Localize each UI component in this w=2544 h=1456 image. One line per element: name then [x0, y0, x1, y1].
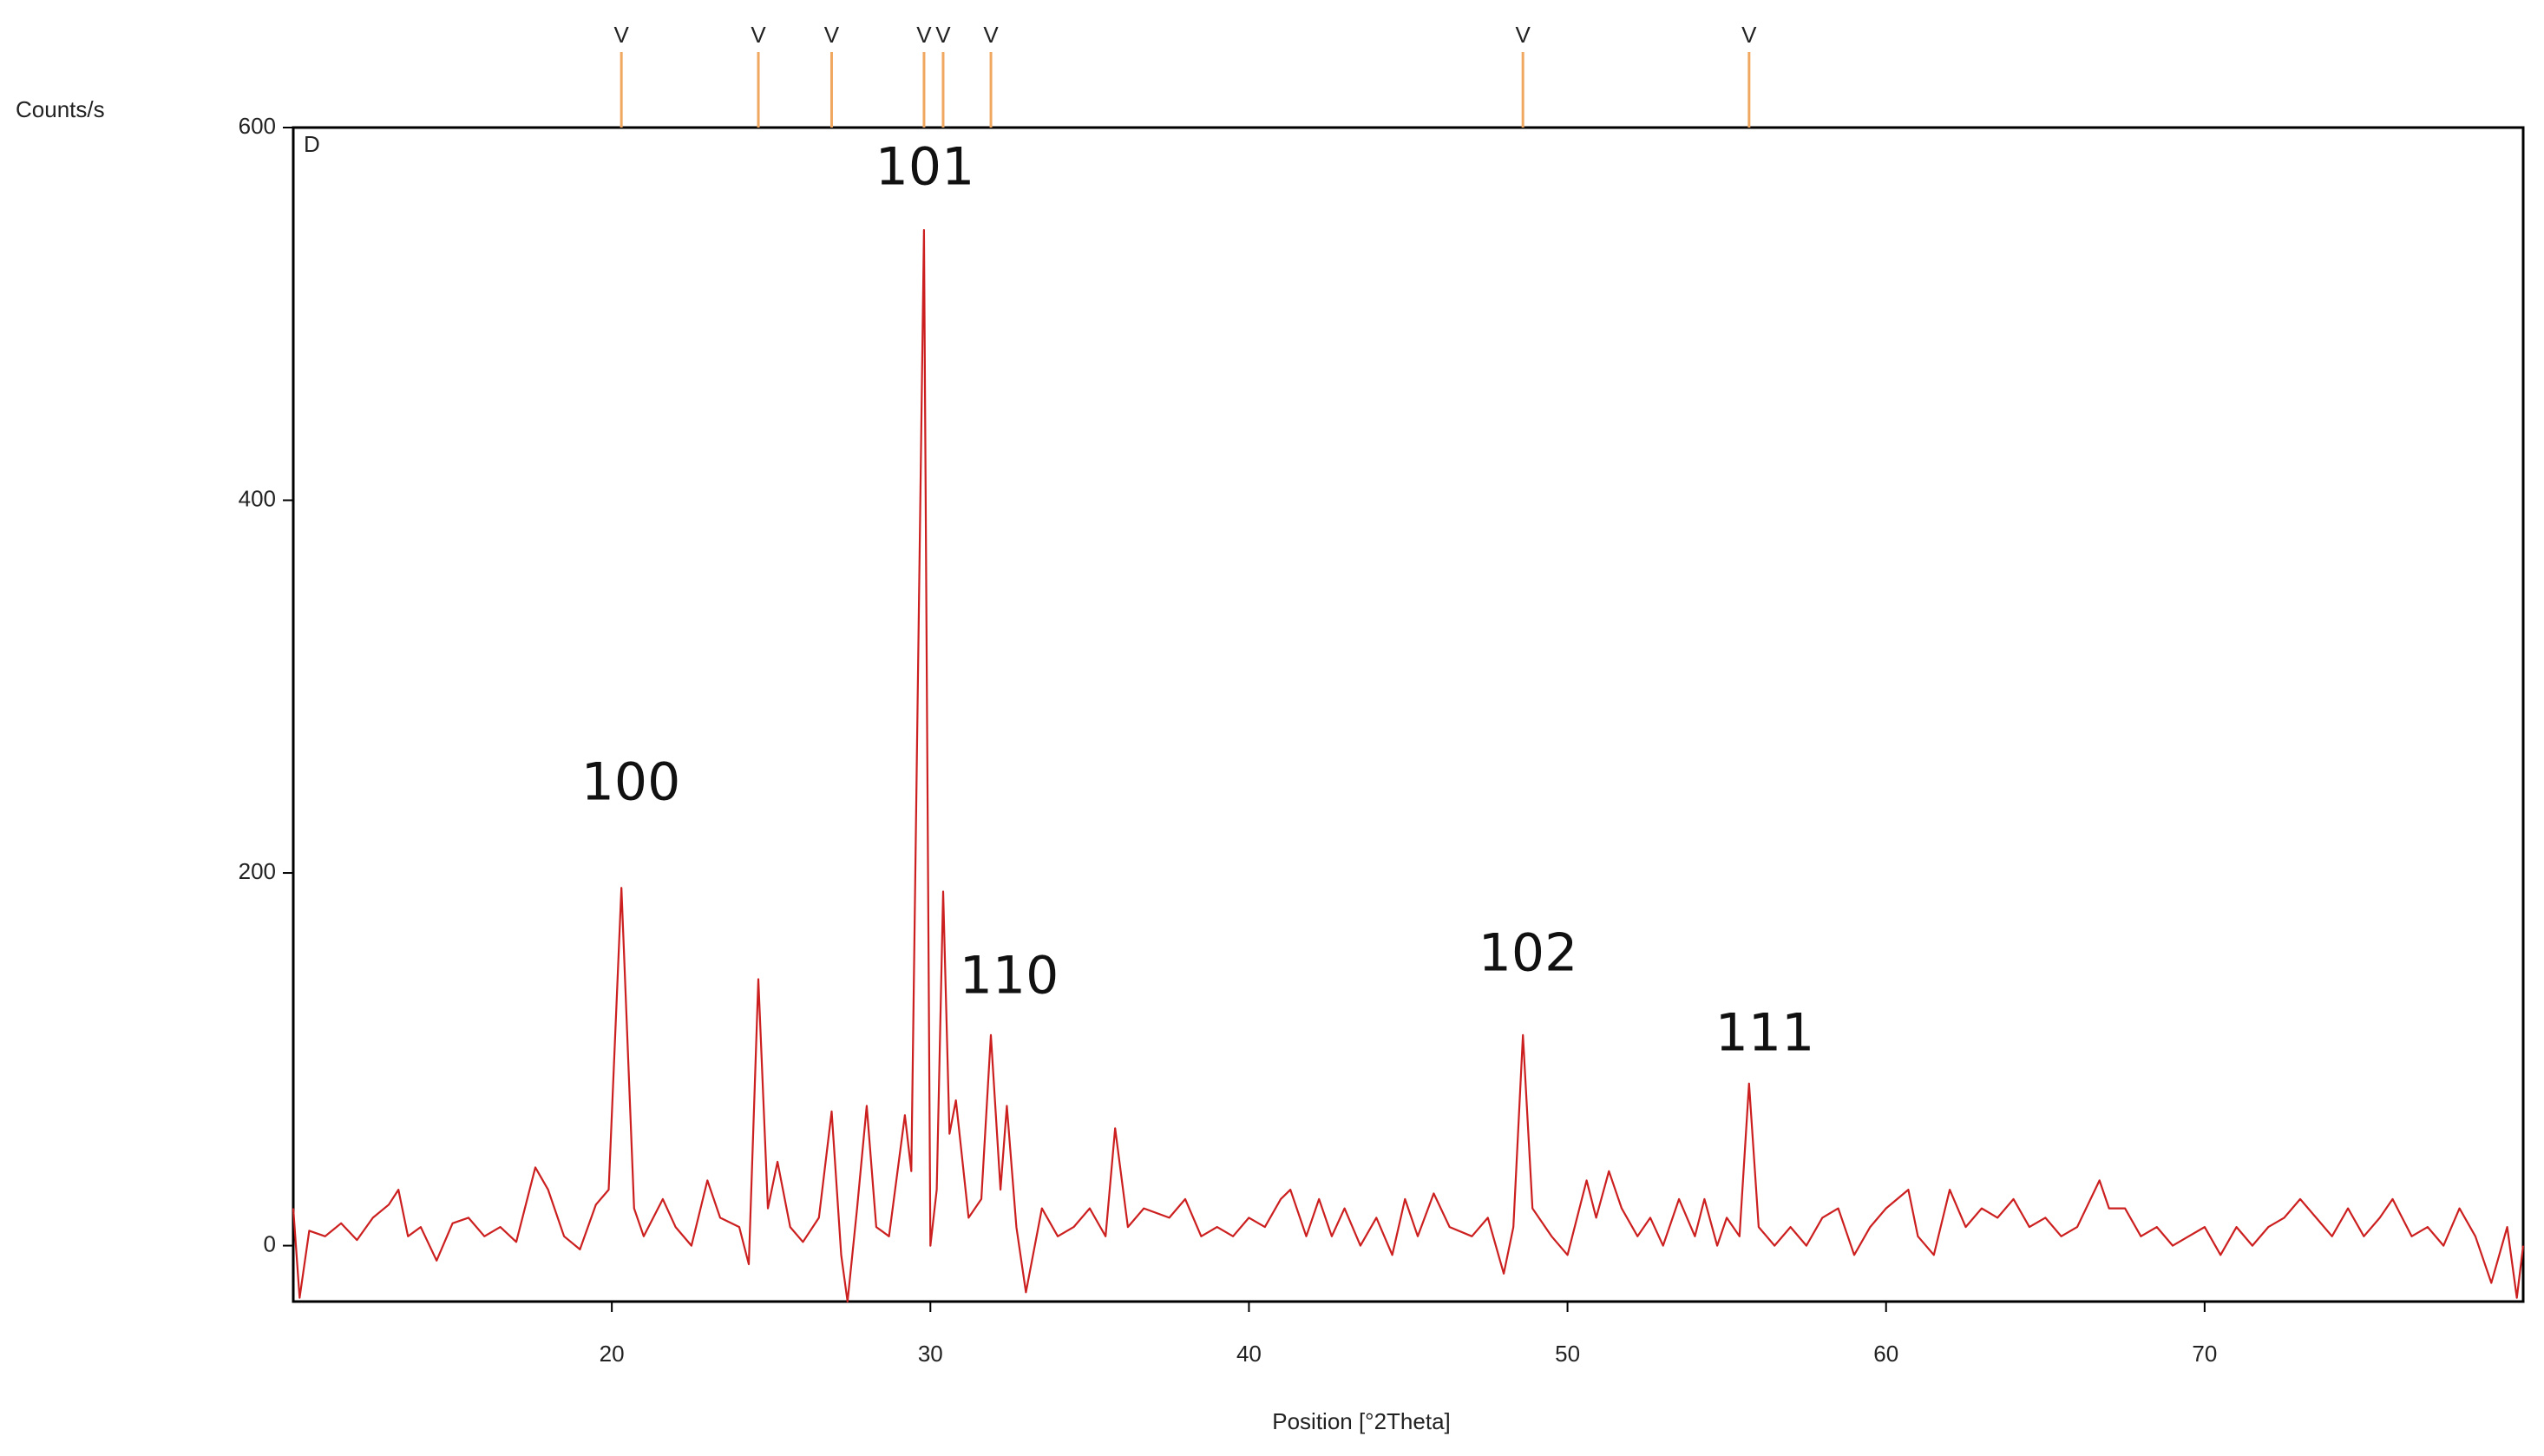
y-tick-label: 400: [239, 485, 276, 511]
x-axis-label: Position [°2Theta]: [1272, 1408, 1451, 1434]
peak-annotation: 111: [1715, 1003, 1815, 1064]
reference-marker: V: [613, 22, 629, 48]
x-tick-label: 70: [2192, 1341, 2217, 1367]
reference-marker: V: [824, 22, 840, 48]
plot-frame: [292, 126, 2525, 1303]
y-axis-label: Counts/s: [16, 96, 105, 122]
peak-annotation: 101: [875, 137, 975, 198]
reference-marker: V: [935, 22, 951, 48]
reference-marker: V: [916, 22, 932, 48]
reference-marker: V: [983, 22, 999, 48]
x-tick-label: 40: [1236, 1341, 1262, 1367]
peak-annotation: 110: [960, 946, 1059, 1007]
reference-marker: V: [751, 22, 766, 48]
x-tick-label: 60: [1873, 1341, 1898, 1367]
x-tick-label: 50: [1555, 1341, 1580, 1367]
y-tick-label: 200: [239, 858, 276, 884]
x-tick-label: 30: [918, 1341, 943, 1367]
peak-annotation: 100: [581, 752, 681, 813]
y-tick-label: 600: [239, 113, 276, 139]
reference-marker: V: [1741, 22, 1757, 48]
reference-marker: V: [1515, 22, 1531, 48]
y-tick-label: 0: [264, 1230, 276, 1256]
x-tick-label: 20: [600, 1341, 625, 1367]
data-line: [292, 229, 2525, 1303]
peak-annotation: 102: [1479, 923, 1578, 984]
panel-label: D: [304, 131, 320, 157]
